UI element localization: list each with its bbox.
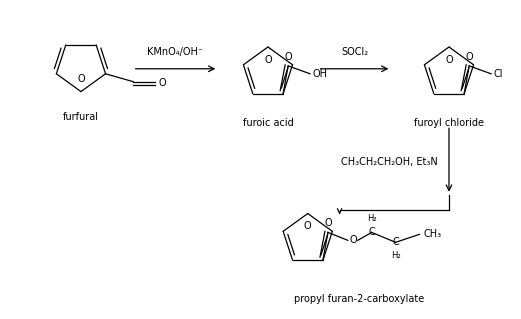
Text: OH: OH — [312, 69, 327, 79]
Text: O: O — [284, 52, 292, 62]
Text: C: C — [368, 227, 375, 237]
Text: H₂: H₂ — [391, 251, 400, 260]
Text: O: O — [350, 235, 357, 245]
Text: furoyl chloride: furoyl chloride — [414, 118, 484, 128]
Text: furfural: furfural — [63, 112, 99, 122]
Text: Cl: Cl — [493, 69, 503, 79]
Text: O: O — [465, 52, 473, 62]
Text: O: O — [264, 55, 272, 65]
Text: CH₃CH₂CH₂OH, Et₃N: CH₃CH₂CH₂OH, Et₃N — [341, 157, 438, 167]
Text: furoic acid: furoic acid — [243, 118, 293, 128]
Text: H₂: H₂ — [367, 214, 377, 224]
Text: O: O — [324, 219, 332, 228]
Text: SOCl₂: SOCl₂ — [341, 47, 368, 57]
Text: O: O — [77, 74, 85, 84]
Text: KMnO₄/OH⁻: KMnO₄/OH⁻ — [147, 47, 204, 57]
Text: O: O — [304, 221, 312, 232]
Text: propyl furan-2-carboxylate: propyl furan-2-carboxylate — [294, 294, 425, 304]
Text: O: O — [445, 55, 453, 65]
Text: O: O — [158, 78, 166, 88]
Text: C: C — [392, 237, 399, 247]
Text: CH₃: CH₃ — [424, 229, 441, 239]
